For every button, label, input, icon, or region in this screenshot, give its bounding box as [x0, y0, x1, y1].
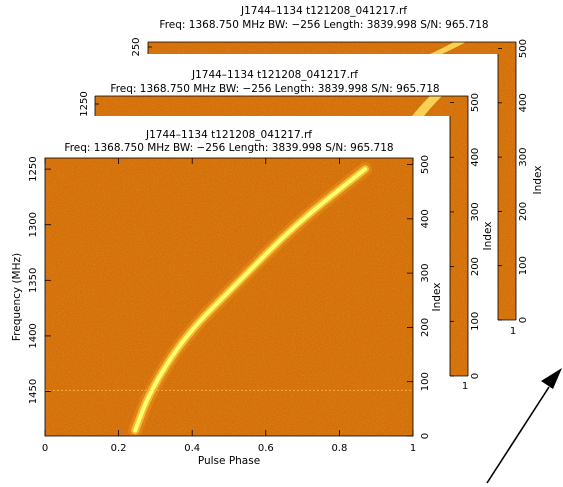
- front-panel: J1744–1134 t121208_041217.rf Freq: 1368.…: [11, 126, 443, 467]
- middle-panel-signal: [412, 96, 442, 116]
- side-index-tick-label: 0: [470, 373, 481, 379]
- heatmap-frame: [44, 157, 414, 437]
- back-panel-top-noise: [148, 42, 498, 54]
- middle-panel-frame: [95, 95, 469, 376]
- middle-panel-title-backdrop: [95, 66, 450, 96]
- side-index-tick-label: 400: [518, 93, 529, 112]
- side-index-tick-label: 300: [518, 148, 529, 167]
- back-panel-signal: [430, 42, 466, 54]
- index-tick-label: 100: [420, 372, 431, 391]
- side-index-tick-label: 200: [518, 202, 529, 221]
- back-panel-bottom-tick: 1: [510, 326, 516, 337]
- side-index-tick-label: 300: [470, 202, 481, 221]
- x-tick-label: 1: [410, 443, 416, 454]
- middle-panel-bottom-tick: 1: [462, 381, 468, 392]
- x-axis: 0 0.2 0.4 0.6 0.8 1: [42, 158, 416, 454]
- back-panel-index-label: Index: [532, 166, 544, 195]
- chart-subtitle: Freq: 1368.750 MHz BW: −256 Length: 3839…: [64, 142, 393, 154]
- x-tick-label: 0.2: [111, 443, 127, 454]
- back-panel-title: J1744–1134 t121208_041217.rf: [240, 5, 407, 17]
- y-tick-label: 1450: [28, 379, 39, 404]
- middle-panel-index-axis: 0 100 200 300 400 500: [450, 93, 481, 379]
- y-tick-label: 1400: [28, 323, 39, 348]
- back-panel-subtitle: Freq: 1368.750 MHz BW: −256 Length: 3839…: [159, 19, 488, 31]
- front-panel-title-backdrop: [45, 126, 413, 158]
- y-tick-label: 1250: [28, 156, 39, 181]
- x-tick-label: 0: [42, 443, 48, 454]
- side-index-tick-label: 400: [470, 148, 481, 167]
- index-tick-label: 0: [420, 433, 431, 439]
- middle-panel-top-noise: [95, 96, 450, 116]
- pulse-signal: [128, 162, 373, 436]
- side-index-tick-label: 200: [470, 257, 481, 276]
- back-panel-index-axis: 0 100 200 300 400 500: [498, 39, 529, 323]
- middle-panel-title: J1744–1134 t121208_041217.rf: [191, 69, 358, 81]
- back-panel-side-noise: [498, 42, 516, 320]
- heatmap-content: [45, 162, 413, 436]
- middle-panel-left-tick: 1250: [79, 91, 90, 116]
- middle-panel: J1744–1134 t121208_041217.rf Freq: 1368.…: [79, 66, 494, 392]
- side-index-tick-label: 100: [470, 312, 481, 331]
- arrow-head: [541, 368, 562, 389]
- index-tick-label: 200: [420, 318, 431, 337]
- index-tick-label: 300: [420, 264, 431, 283]
- middle-panel-subtitle: Freq: 1368.750 MHz BW: −256 Length: 3839…: [110, 83, 439, 95]
- arrow-shaft: [486, 386, 550, 484]
- index-tick-label: 500: [420, 155, 431, 174]
- index-axis-label: Index: [431, 283, 443, 312]
- arrow-icon: [486, 368, 562, 484]
- y-tick-label: 1300: [28, 212, 39, 237]
- side-index-tick-label: 500: [518, 39, 529, 58]
- middle-panel-side-noise: [450, 96, 468, 376]
- x-tick-label: 0.6: [258, 443, 274, 454]
- middle-panel-index-label: Index: [482, 222, 494, 251]
- y-axis: 1250 1300 1350 1400 1450: [28, 156, 51, 404]
- back-panel-frame: [148, 41, 517, 320]
- y-tick-label: 1350: [28, 268, 39, 293]
- index-tick-label: 400: [420, 209, 431, 228]
- side-index-tick-label: 500: [470, 93, 481, 112]
- back-panel: J1744–1134 t121208_041217.rf Freq: 1368.…: [131, 5, 544, 337]
- side-index-tick-label: 100: [518, 256, 529, 275]
- side-index-tick-label: 0: [518, 317, 529, 323]
- back-panel-left-tick: 250: [131, 37, 142, 56]
- x-tick-label: 0.4: [184, 443, 200, 454]
- x-tick-label: 0.8: [331, 443, 347, 454]
- x-axis-label: Pulse Phase: [198, 455, 260, 467]
- y-axis-label: Frequency (MHz): [11, 253, 23, 341]
- pulse-signal-core: [133, 167, 368, 433]
- index-axis: 0 100 200 300 400 500: [407, 155, 431, 439]
- chart-title: J1744–1134 t121208_041217.rf: [145, 129, 312, 141]
